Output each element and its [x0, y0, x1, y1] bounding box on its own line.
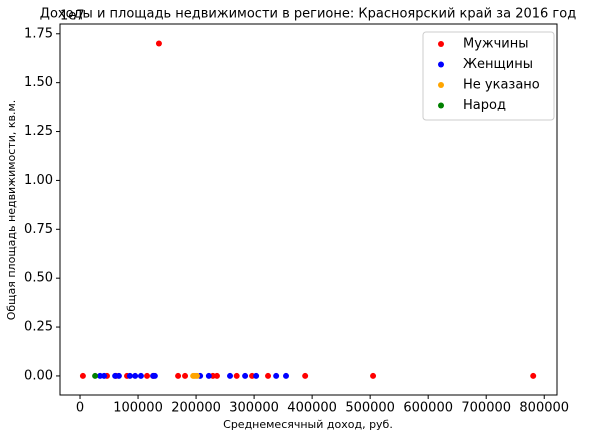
point: [144, 372, 151, 379]
x-tick-label: 800000: [519, 401, 569, 416]
chart-title: Доходы и площадь недвижимости в регионе:…: [40, 7, 576, 22]
point: [137, 372, 144, 379]
x-axis-label: Среднемесячный доход, руб.: [223, 418, 393, 431]
point: [151, 372, 158, 379]
legend-label: Народ: [463, 98, 506, 113]
point: [302, 372, 309, 379]
x-tick-label: 300000: [229, 401, 279, 416]
y-tick-label: 0.50: [24, 271, 53, 286]
y-tick-label: 0.25: [24, 320, 53, 335]
point: [273, 372, 280, 379]
x-tick-label: 0: [76, 401, 84, 416]
legend-box: [422, 31, 555, 121]
point: [283, 372, 290, 379]
point: [182, 372, 189, 379]
point: [370, 372, 377, 379]
x-tick-label: 700000: [461, 401, 511, 416]
point: [265, 372, 272, 379]
legend-marker: [438, 61, 444, 68]
point: [132, 372, 139, 379]
y-tick-label: 1.75: [24, 26, 53, 41]
legend-marker: [438, 102, 444, 109]
point: [126, 372, 133, 379]
y-tick-label: 1.50: [24, 75, 53, 90]
x-tick-label: 600000: [403, 401, 453, 416]
x-tick-label: 200000: [171, 401, 221, 416]
point: [213, 372, 220, 379]
point: [101, 372, 108, 379]
legend-label: Женщины: [463, 57, 533, 72]
point: [92, 372, 99, 379]
y-tick-label: 1.25: [24, 124, 53, 139]
point: [175, 372, 182, 379]
y-tick-label: 1.00: [24, 173, 53, 188]
y-tick-label: 0.75: [24, 222, 53, 237]
point: [155, 40, 162, 47]
point: [253, 372, 260, 379]
y-axis-label: Общая площадь недвижимости, кв.м.: [5, 100, 18, 321]
point: [242, 372, 249, 379]
point: [227, 372, 234, 379]
point: [115, 372, 122, 379]
point: [193, 372, 200, 379]
y-offset-label: 1e7: [60, 9, 85, 24]
legend-marker: [438, 41, 444, 47]
point: [79, 372, 86, 379]
x-tick-label: 100000: [113, 401, 163, 416]
legend-label: Не указано: [463, 78, 540, 93]
x-tick-label: 400000: [287, 401, 337, 416]
y-tick-label: 0.00: [24, 368, 53, 383]
point: [233, 372, 240, 379]
plot-frame: [59, 23, 558, 396]
point: [205, 372, 212, 379]
point: [530, 372, 537, 379]
legend-marker: [438, 82, 444, 88]
x-tick-label: 500000: [345, 401, 395, 416]
legend-label: Мужчины: [463, 37, 529, 52]
